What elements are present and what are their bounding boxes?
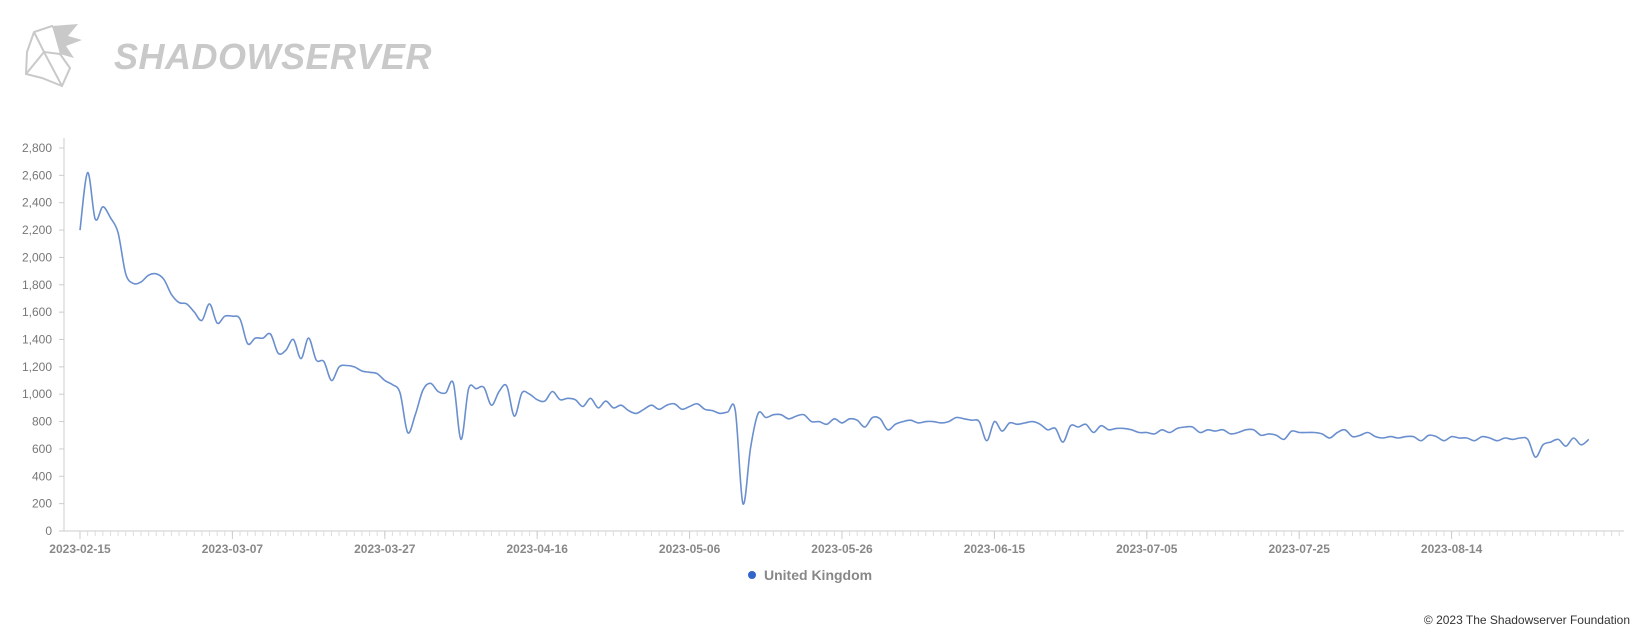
y-tick-label: 2,400 (22, 196, 52, 210)
y-tick-label: 2,000 (22, 250, 52, 264)
x-tick-label: 2023-06-15 (964, 542, 1026, 556)
x-tick-label: 2023-08-14 (1421, 542, 1483, 556)
y-tick-label: 2,600 (22, 168, 52, 182)
y-tick-label: 800 (32, 415, 52, 429)
y-tick-label: 200 (32, 497, 52, 511)
brand-name: SHADOWSERVER (114, 36, 433, 77)
y-tick-label: 0 (45, 524, 52, 538)
legend-marker[interactable] (748, 571, 756, 579)
series-line-united-kingdom (79, 171, 1590, 505)
y-tick-label: 2,800 (22, 141, 52, 155)
y-axis: 0 200 400 600 800 1,000 1,200 1,400 1,600 1,800 2,… (22, 138, 65, 538)
y-tick-label: 1,200 (22, 360, 52, 374)
series-layer (79, 171, 1590, 505)
legend-label[interactable]: United Kingdom (764, 567, 872, 583)
y-tick-label: 600 (32, 442, 52, 456)
x-tick-label: 2023-05-06 (659, 542, 721, 556)
legend[interactable]: United Kingdom (748, 567, 872, 583)
x-tick-label: 2023-03-27 (354, 542, 416, 556)
brand-logo: SHADOWSERVER (22, 22, 432, 92)
x-tick-label: 2023-07-05 (1116, 542, 1178, 556)
x-tick-label: 2023-05-26 (811, 542, 873, 556)
y-tick-label: 1,400 (22, 333, 52, 347)
y-tick-label: 1,000 (22, 387, 52, 401)
y-tick-label: 2,200 (22, 223, 52, 237)
y-tick-label: 400 (32, 469, 52, 483)
x-tick-label: 2023-07-25 (1269, 542, 1331, 556)
x-axis: 2023-02-15 2023-03-07 2023-03-27 2023-04-16… (49, 530, 1624, 556)
y-tick-label: 1,600 (22, 305, 52, 319)
x-tick-label: 2023-04-16 (507, 542, 569, 556)
x-tick-label: 2023-02-15 (49, 542, 111, 556)
y-tick-label: 1,800 (22, 278, 52, 292)
copyright-text: © 2023 The Shadowserver Foundation (1423, 613, 1630, 627)
x-tick-label: 2023-03-07 (202, 542, 264, 556)
shadowserver-logo-icon (24, 24, 82, 88)
